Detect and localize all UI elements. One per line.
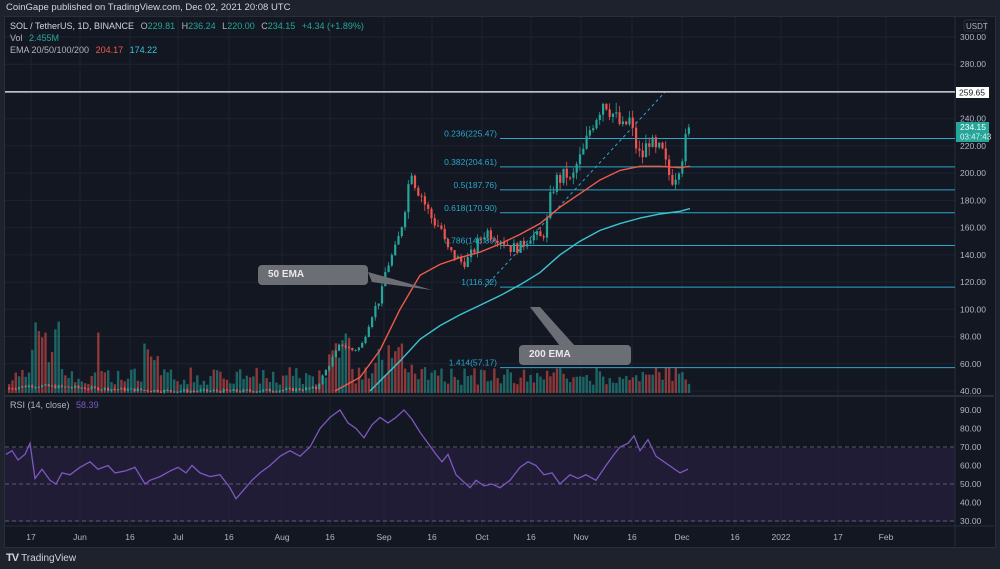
svg-text:200.00: 200.00 bbox=[960, 168, 986, 178]
svg-text:Jun: Jun bbox=[73, 532, 87, 542]
tradingview-brand[interactable]: TV TradingView bbox=[6, 552, 76, 564]
resistance-price-tag-text: 259.65 bbox=[959, 88, 985, 98]
svg-text:0.382(204.61): 0.382(204.61) bbox=[444, 157, 497, 167]
ema-label: EMA 20/50/100/200 bbox=[10, 45, 90, 55]
fibonacci-extension[interactable]: 0.236(225.47) 0.382(204.61) 0.5(187.76) 0.6… bbox=[444, 128, 955, 369]
close-label: C bbox=[261, 21, 268, 31]
rsi-band-fill bbox=[5, 448, 955, 522]
svg-text:40.00: 40.00 bbox=[960, 386, 982, 396]
ema200-callout[interactable]: 200 EMA bbox=[519, 345, 631, 365]
currency-badge[interactable] bbox=[963, 19, 987, 32]
svg-text:16: 16 bbox=[627, 532, 637, 542]
svg-text:16: 16 bbox=[125, 532, 135, 542]
trend-line[interactable] bbox=[484, 91, 666, 288]
svg-text:60.00: 60.00 bbox=[960, 461, 982, 471]
svg-text:Sep: Sep bbox=[376, 532, 391, 542]
ema200-callout-pointer bbox=[530, 307, 575, 346]
svg-text:80.00: 80.00 bbox=[960, 332, 982, 342]
svg-text:16: 16 bbox=[427, 532, 437, 542]
svg-text:1(116.32): 1(116.32) bbox=[461, 277, 497, 287]
ema50-callout-pointer bbox=[368, 272, 432, 290]
svg-text:40.00: 40.00 bbox=[960, 498, 982, 508]
rsi-line bbox=[5, 409, 689, 500]
symbol-legend[interactable]: SOL / TetherUS, 1D, BINANCE O229.81 H236… bbox=[10, 21, 368, 31]
close-value: 234.15 bbox=[267, 21, 296, 31]
svg-text:1.414(57.17): 1.414(57.17) bbox=[449, 358, 497, 368]
svg-text:Oct: Oct bbox=[475, 532, 489, 542]
svg-text:240.00: 240.00 bbox=[960, 114, 986, 124]
svg-text:16: 16 bbox=[224, 532, 234, 542]
svg-text:300.00: 300.00 bbox=[960, 32, 986, 42]
volume-label: Vol bbox=[10, 33, 23, 43]
svg-text:0.786(146.89): 0.786(146.89) bbox=[444, 235, 497, 245]
ema50-callout[interactable]: 50 EMA bbox=[258, 265, 368, 285]
svg-text:70.00: 70.00 bbox=[960, 442, 982, 452]
rsi-label: RSI (14, close) bbox=[10, 400, 70, 410]
resistance-price-tag bbox=[956, 87, 989, 98]
ema50-value: 204.17 bbox=[95, 45, 124, 55]
svg-text:160.00: 160.00 bbox=[960, 223, 986, 233]
svg-text:17: 17 bbox=[26, 532, 36, 542]
svg-text:Feb: Feb bbox=[879, 532, 894, 542]
svg-text:16: 16 bbox=[526, 532, 536, 542]
volume-value: 2.455M bbox=[29, 33, 60, 43]
open-label: O bbox=[140, 21, 148, 31]
publish-line: CoinGape published on TradingView.com, D… bbox=[6, 2, 291, 13]
svg-text:16: 16 bbox=[730, 532, 740, 542]
ema-legend[interactable]: EMA 20/50/100/200 204.17 174.22 bbox=[10, 45, 161, 55]
low-value: 220.00 bbox=[227, 21, 255, 31]
volume-legend[interactable]: Vol 2.455M bbox=[10, 33, 63, 43]
bar-countdown: 03:47:43 bbox=[960, 133, 992, 142]
ema50-line bbox=[334, 165, 691, 392]
svg-text:0.5(187.76): 0.5(187.76) bbox=[454, 180, 498, 190]
last-price-tag bbox=[956, 122, 989, 142]
rsi-bands bbox=[5, 446, 955, 522]
tradingview-brand-label: TradingView bbox=[21, 552, 77, 564]
svg-text:280.00: 280.00 bbox=[960, 59, 986, 69]
svg-text:220.00: 220.00 bbox=[960, 141, 986, 151]
svg-text:16: 16 bbox=[325, 532, 335, 542]
svg-text:Aug: Aug bbox=[274, 532, 289, 542]
svg-text:120.00: 120.00 bbox=[960, 277, 986, 287]
svg-text:80.00: 80.00 bbox=[960, 424, 982, 434]
ema200-value: 174.22 bbox=[129, 45, 158, 55]
svg-text:140.00: 140.00 bbox=[960, 250, 986, 260]
svg-text:30.00: 30.00 bbox=[960, 516, 982, 526]
low-label: L bbox=[222, 21, 228, 31]
high-label: H bbox=[181, 21, 189, 31]
rsi-value: 58.39 bbox=[76, 400, 99, 410]
rsi-axis[interactable]: 90.00 80.00 70.00 60.00 50.00 40.00 30.00 bbox=[960, 405, 982, 526]
ema200-line bbox=[369, 207, 691, 392]
svg-text:100.00: 100.00 bbox=[960, 304, 986, 314]
svg-text:50.00: 50.00 bbox=[960, 479, 982, 489]
rsi-legend[interactable]: RSI (14, close) 58.39 bbox=[10, 400, 103, 410]
svg-text:Nov: Nov bbox=[573, 532, 589, 542]
svg-text:Dec: Dec bbox=[674, 532, 690, 542]
open-value: 229.81 bbox=[147, 21, 176, 31]
change-value: +4.34 (+1.89%) bbox=[301, 21, 364, 31]
svg-text:60.00: 60.00 bbox=[960, 359, 982, 369]
tradingview-logo-icon: TV bbox=[6, 552, 19, 564]
svg-text:0.236(225.47): 0.236(225.47) bbox=[444, 128, 497, 138]
svg-text:17: 17 bbox=[833, 532, 843, 542]
currency-badge-label: USDT bbox=[966, 22, 988, 31]
svg-text:180.00: 180.00 bbox=[960, 195, 986, 205]
symbol-name: SOL / TetherUS, 1D, BINANCE bbox=[10, 21, 135, 31]
svg-text:Jul: Jul bbox=[173, 532, 184, 542]
high-value: 236.24 bbox=[188, 21, 216, 31]
svg-text:90.00: 90.00 bbox=[960, 405, 982, 415]
svg-text:0.618(170.90): 0.618(170.90) bbox=[444, 203, 497, 213]
last-price-text: 234.15 bbox=[960, 122, 986, 132]
time-axis[interactable]: 17 Jun 16 Jul 16 Aug 16 Sep 16 Oct 16 Nov 16 Dec 16 202… bbox=[26, 532, 893, 542]
svg-text:2022: 2022 bbox=[772, 532, 791, 542]
